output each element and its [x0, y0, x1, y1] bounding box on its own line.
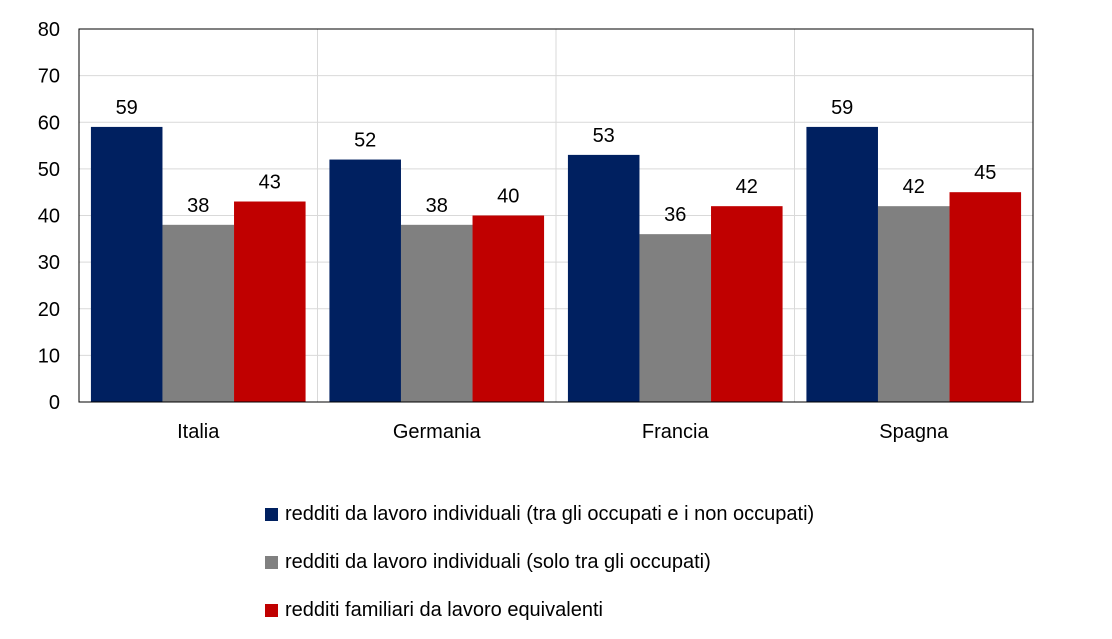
bar-germania-series-2 [400, 224, 473, 402]
y-tick-label: 60 [38, 112, 60, 134]
data-label: 45 [974, 162, 996, 184]
plot-area-border [78, 28, 1034, 403]
category-label-germania: Germania [393, 421, 482, 443]
legend-label-series-1: redditi da lavoro individuali (tra gli o… [285, 502, 815, 525]
y-tick-label: 40 [38, 206, 60, 228]
data-label: 40 [497, 186, 519, 208]
bar-germania-series-1 [329, 159, 401, 402]
y-axis-tick-labels: 0 10 20 30 40 50 60 70 80 [38, 19, 60, 414]
category-label-spagna: Spagna [879, 421, 949, 443]
legend-item-series-1: redditi da lavoro individuali (tra gli o… [265, 490, 814, 538]
data-label: 59 [116, 97, 138, 119]
data-label: 38 [426, 195, 448, 217]
bar-chart: 0 10 20 30 40 50 60 70 80 59 38 43 52 38 40 53 36 42 59 42… [38, 19, 1034, 443]
data-label: 52 [354, 130, 376, 152]
y-tick-label: 20 [38, 299, 60, 321]
bar-spagna-series-1 [806, 126, 878, 402]
data-label: 42 [903, 176, 925, 198]
bar-spagna-series-3 [949, 192, 1022, 402]
x-axis-category-labels: Italia Germania Francia Spagna [177, 421, 949, 443]
legend-label-series-2: redditi da lavoro individuali (solo tra … [285, 550, 711, 573]
y-tick-label: 0 [49, 392, 60, 414]
category-label-italia: Italia [177, 421, 220, 443]
legend-item-series-3: redditi familiari da lavoro equivalenti [265, 586, 814, 634]
legend-label-series-3: redditi familiari da lavoro equivalenti [285, 598, 603, 621]
y-tick-label: 80 [38, 19, 60, 41]
bar-germania-series-3 [472, 215, 545, 402]
legend: redditi da lavoro individuali (tra gli o… [265, 490, 814, 634]
data-label: 59 [831, 97, 853, 119]
legend-swatch-series-3 [265, 603, 278, 617]
bar-francia-series-2 [639, 234, 712, 402]
legend-swatch-series-2 [265, 555, 278, 569]
bars [90, 126, 1022, 402]
bar-italia-series-3 [234, 201, 306, 402]
category-label-francia: Francia [642, 421, 710, 443]
data-labels: 59 38 43 52 38 40 53 36 42 59 42 45 [116, 97, 997, 226]
data-label: 38 [187, 195, 209, 217]
y-tick-label: 70 [38, 66, 60, 88]
data-label: 53 [593, 125, 615, 147]
legend-swatch-series-1 [265, 507, 278, 521]
y-tick-label: 30 [38, 252, 60, 274]
y-tick-label: 50 [38, 159, 60, 181]
bar-francia-series-1 [567, 154, 640, 402]
bar-italia-series-1 [90, 126, 163, 402]
data-label: 42 [736, 176, 758, 198]
data-label: 36 [664, 204, 686, 226]
legend-item-series-2: redditi da lavoro individuali (solo tra … [265, 538, 814, 586]
y-tick-label: 10 [38, 345, 60, 367]
bar-francia-series-3 [711, 206, 783, 402]
bar-italia-series-2 [162, 224, 235, 402]
data-label: 43 [259, 172, 281, 194]
bar-spagna-series-2 [877, 206, 950, 402]
